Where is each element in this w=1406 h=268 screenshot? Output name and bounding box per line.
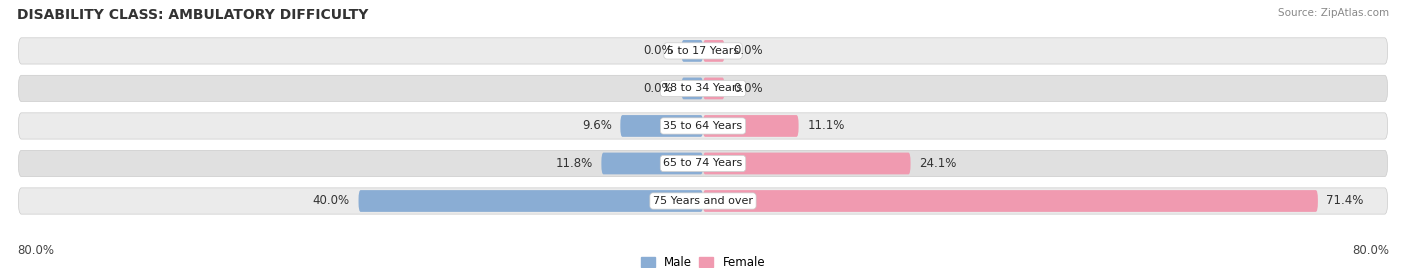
Text: 9.6%: 9.6% [582, 120, 612, 132]
Text: 40.0%: 40.0% [312, 195, 350, 207]
Text: 65 to 74 Years: 65 to 74 Years [664, 158, 742, 169]
Text: DISABILITY CLASS: AMBULATORY DIFFICULTY: DISABILITY CLASS: AMBULATORY DIFFICULTY [17, 8, 368, 22]
FancyBboxPatch shape [703, 115, 799, 137]
Legend: Male, Female: Male, Female [636, 251, 770, 268]
FancyBboxPatch shape [18, 75, 1388, 102]
Text: 5 to 17 Years: 5 to 17 Years [666, 46, 740, 56]
FancyBboxPatch shape [18, 38, 1388, 64]
Text: 0.0%: 0.0% [733, 44, 763, 57]
Text: 71.4%: 71.4% [1326, 195, 1364, 207]
FancyBboxPatch shape [18, 150, 1388, 177]
FancyBboxPatch shape [18, 113, 1388, 139]
FancyBboxPatch shape [682, 40, 703, 62]
FancyBboxPatch shape [682, 77, 703, 99]
Text: 11.1%: 11.1% [807, 120, 845, 132]
Text: 24.1%: 24.1% [920, 157, 956, 170]
Text: 11.8%: 11.8% [555, 157, 593, 170]
FancyBboxPatch shape [359, 190, 703, 212]
Text: 75 Years and over: 75 Years and over [652, 196, 754, 206]
Text: 35 to 64 Years: 35 to 64 Years [664, 121, 742, 131]
FancyBboxPatch shape [703, 152, 911, 174]
FancyBboxPatch shape [602, 152, 703, 174]
FancyBboxPatch shape [703, 190, 1317, 212]
Text: 80.0%: 80.0% [17, 244, 53, 257]
FancyBboxPatch shape [703, 40, 724, 62]
FancyBboxPatch shape [620, 115, 703, 137]
Text: 80.0%: 80.0% [1353, 244, 1389, 257]
Text: 18 to 34 Years: 18 to 34 Years [664, 83, 742, 94]
Text: 0.0%: 0.0% [643, 44, 673, 57]
FancyBboxPatch shape [703, 77, 724, 99]
Text: 0.0%: 0.0% [643, 82, 673, 95]
FancyBboxPatch shape [18, 188, 1388, 214]
Text: Source: ZipAtlas.com: Source: ZipAtlas.com [1278, 8, 1389, 18]
Text: 0.0%: 0.0% [733, 82, 763, 95]
